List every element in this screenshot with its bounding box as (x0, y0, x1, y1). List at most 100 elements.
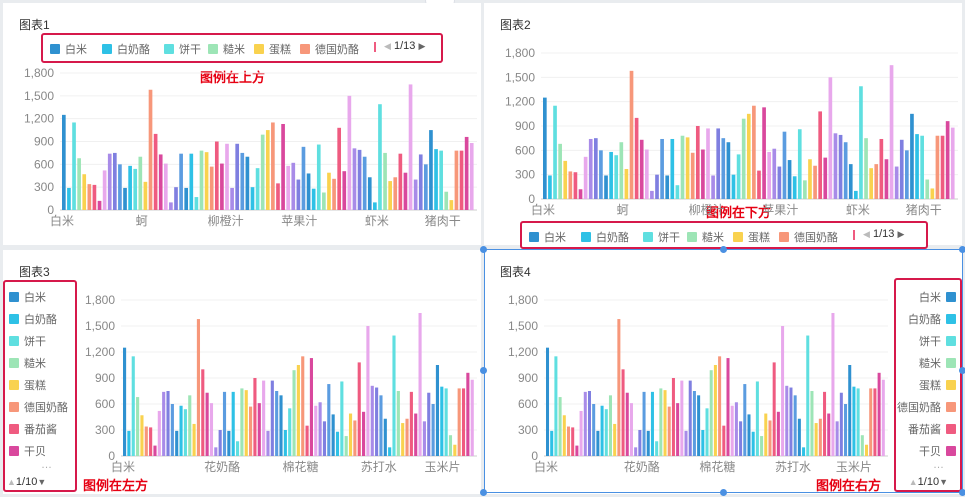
bar[interactable] (663, 390, 667, 456)
bar[interactable] (721, 138, 726, 199)
bar[interactable] (848, 365, 852, 456)
bar[interactable] (454, 150, 459, 210)
chart-panel-2[interactable]: 图表2 图例在下方 0 300 600 900 1,200 1,500 1,800 白米 蚵 柳橙… (484, 3, 962, 249)
bar[interactable] (204, 152, 209, 210)
bar[interactable] (554, 356, 558, 456)
bar[interactable] (680, 380, 684, 456)
bar[interactable] (209, 166, 214, 210)
legend-item[interactable]: 干贝 (9, 443, 46, 459)
bar[interactable] (746, 113, 751, 199)
bar[interactable] (894, 166, 899, 199)
bar[interactable] (823, 391, 827, 456)
bar[interactable] (571, 427, 575, 456)
bar[interactable] (245, 156, 250, 210)
bar[interactable] (309, 358, 313, 456)
bar[interactable] (388, 447, 392, 456)
bar[interactable] (393, 177, 398, 210)
bar[interactable] (884, 159, 889, 199)
bar[interactable] (600, 405, 604, 456)
bar[interactable] (375, 387, 379, 456)
bar[interactable] (760, 436, 764, 456)
bar[interactable] (327, 172, 331, 210)
bar[interactable] (373, 202, 377, 210)
bar[interactable] (608, 395, 612, 456)
bar[interactable] (813, 165, 817, 199)
bar[interactable] (869, 388, 873, 456)
bar[interactable] (869, 168, 873, 199)
bar[interactable] (676, 403, 680, 456)
bar[interactable] (792, 176, 797, 199)
bar[interactable] (253, 378, 257, 456)
bar[interactable] (157, 410, 161, 456)
bar[interactable] (772, 362, 776, 456)
bar[interactable] (709, 370, 713, 456)
bar[interactable] (852, 386, 856, 456)
bar[interactable] (82, 174, 87, 210)
bar[interactable] (625, 392, 629, 456)
bar[interactable] (803, 180, 807, 199)
bar[interactable] (347, 95, 352, 210)
bar[interactable] (184, 187, 189, 210)
legend-item[interactable]: 糙米 (919, 355, 956, 371)
bar[interactable] (726, 358, 730, 456)
bar[interactable] (578, 189, 583, 199)
bar[interactable] (288, 408, 292, 456)
bar[interactable] (199, 150, 204, 210)
bar[interactable] (218, 430, 222, 456)
bar[interactable] (306, 173, 311, 210)
bar[interactable] (189, 153, 194, 210)
bar[interactable] (183, 409, 187, 456)
bar[interactable] (873, 388, 877, 456)
bar[interactable] (553, 105, 557, 199)
bar[interactable] (149, 427, 153, 456)
bar[interactable] (266, 430, 270, 456)
bar[interactable] (910, 113, 914, 199)
bar[interactable] (439, 150, 443, 210)
bar[interactable] (787, 160, 792, 199)
bar[interactable] (448, 435, 453, 456)
bar[interactable] (558, 397, 562, 456)
bar[interactable] (722, 425, 726, 456)
bar[interactable] (127, 430, 131, 456)
legend-item[interactable]: 德国奶酪 (779, 229, 838, 245)
bar[interactable] (77, 158, 81, 210)
legend-item[interactable]: 饼干 (9, 333, 46, 349)
bar[interactable] (257, 403, 261, 456)
bar[interactable] (296, 365, 300, 456)
bar[interactable] (337, 127, 342, 210)
bar[interactable] (670, 138, 675, 199)
bar[interactable] (752, 105, 756, 199)
bar[interactable] (357, 149, 362, 210)
bar[interactable] (153, 445, 157, 456)
bar[interactable] (466, 372, 470, 456)
bar[interactable] (609, 151, 613, 199)
bar[interactable] (731, 174, 736, 199)
bar[interactable] (418, 154, 423, 210)
legend-item[interactable]: 白米 (529, 229, 566, 245)
bar[interactable] (409, 391, 413, 456)
bar[interactable] (162, 391, 166, 456)
bar[interactable] (214, 447, 218, 456)
bar[interactable] (370, 385, 374, 456)
bar[interactable] (629, 70, 634, 199)
bar[interactable] (464, 136, 469, 210)
bar[interactable] (281, 123, 285, 210)
bar[interactable] (283, 430, 287, 456)
bar[interactable] (469, 143, 474, 210)
legend-item[interactable]: 白奶酪 (9, 311, 57, 327)
bar[interactable] (231, 391, 235, 456)
bar[interactable] (856, 388, 860, 456)
bar[interactable] (764, 413, 768, 456)
bar[interactable] (660, 138, 664, 199)
bar[interactable] (265, 130, 270, 210)
bar[interactable] (97, 200, 102, 210)
bar[interactable] (701, 430, 705, 456)
bar[interactable] (225, 143, 229, 210)
bar[interactable] (810, 391, 814, 456)
bar[interactable] (87, 184, 92, 210)
bar[interactable] (262, 380, 266, 456)
bar[interactable] (782, 131, 787, 199)
bar[interactable] (175, 430, 179, 456)
bar[interactable] (814, 423, 818, 456)
bar[interactable] (818, 111, 823, 199)
